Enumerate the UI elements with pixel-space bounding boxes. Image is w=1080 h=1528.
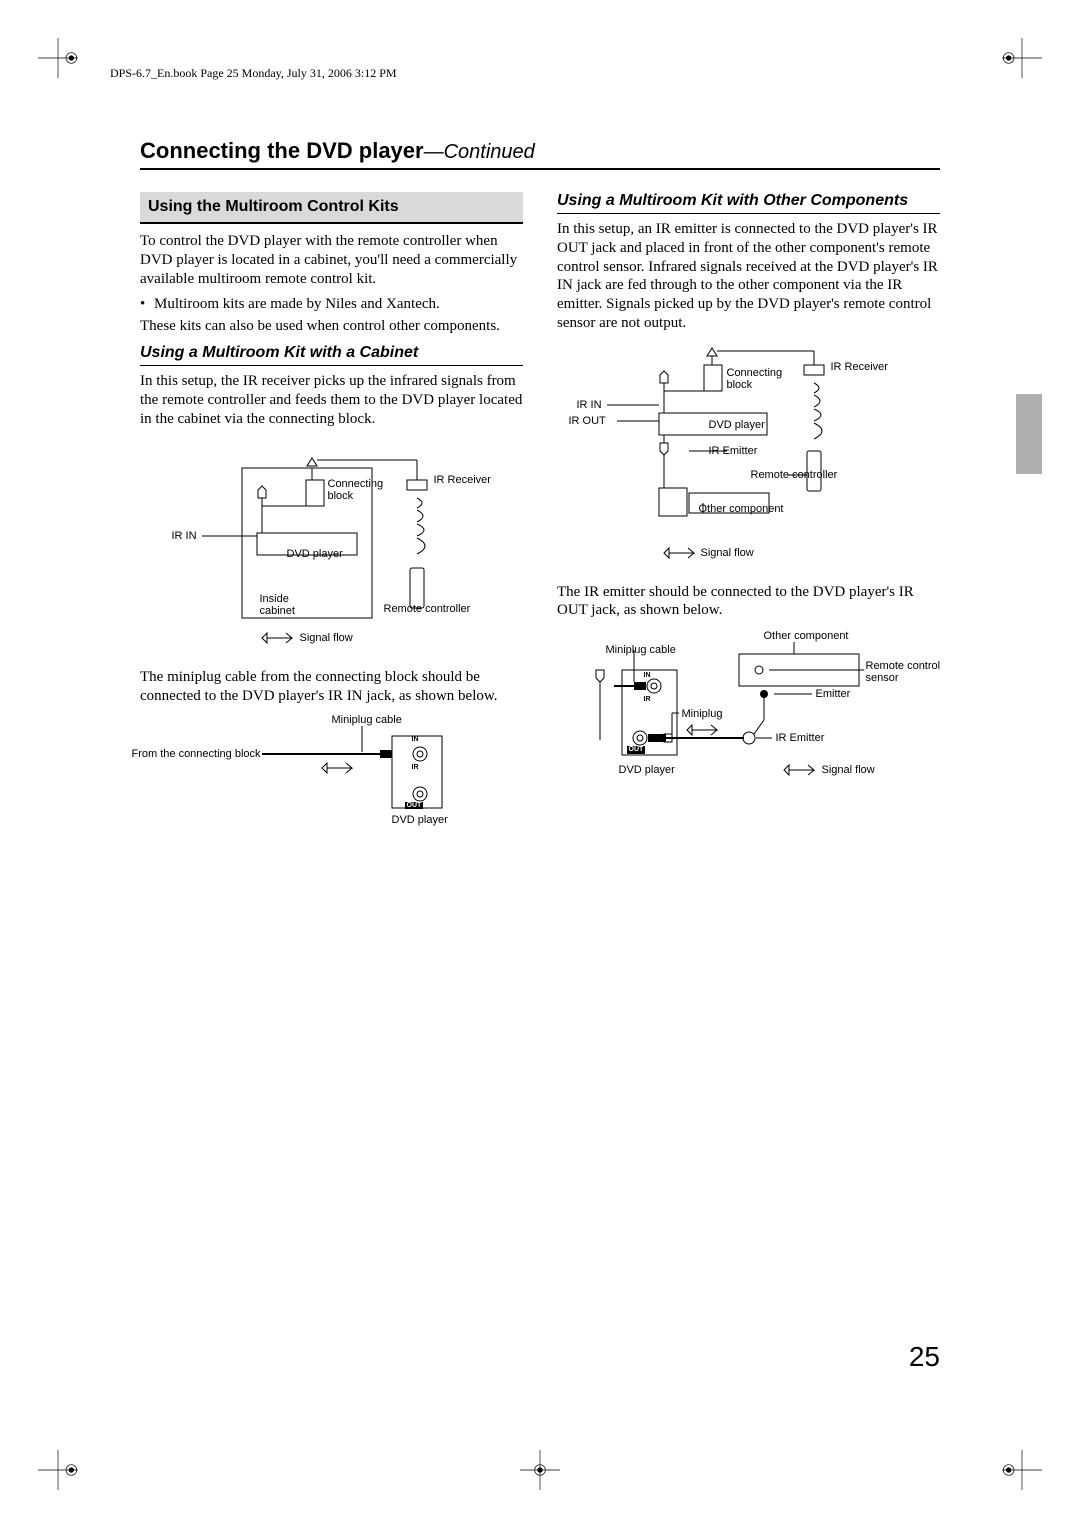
label-ir: IR (412, 764, 419, 772)
diagram-other-components: Connecting block IR Receiver IR IN IR OU… (569, 343, 929, 573)
label-connecting-block: Connecting block (328, 478, 384, 502)
label-miniplug-cable: Miniplug cable (606, 644, 676, 656)
right-column: Using a Multiroom Kit with Other Compone… (557, 192, 940, 846)
label-out: OUT (627, 746, 646, 754)
page-title: Connecting the DVD player—Continued (140, 138, 940, 170)
title-suffix: —Continued (424, 141, 535, 163)
body-text: The miniplug cable from the connecting b… (140, 668, 523, 706)
label-signal-flow: Signal flow (300, 632, 353, 644)
label-dvd-player: DVD player (287, 548, 343, 560)
label-inside-cabinet: Inside cabinet (260, 593, 295, 617)
label-other-component: Other component (764, 630, 849, 642)
label-out: OUT (405, 802, 424, 810)
label-ir-receiver: IR Receiver (434, 474, 491, 486)
label-ir-receiver: IR Receiver (831, 361, 888, 373)
body-text: In this setup, the IR receiver picks up … (140, 372, 523, 428)
page-number: 25 (909, 1341, 940, 1373)
bullet-dot: • (140, 296, 154, 313)
left-column: Using the Multiroom Control Kits To cont… (140, 192, 523, 846)
label-connecting-block: Connecting block (727, 367, 783, 391)
label-signal-flow: Signal flow (822, 764, 875, 776)
bullet-text: Multiroom kits are made by Niles and Xan… (154, 296, 440, 313)
label-ir: IR (644, 696, 651, 704)
label-remote-sensor: Remote control sensor (866, 660, 941, 684)
label-in: IN (644, 672, 651, 680)
label-emitter: Emitter (816, 688, 851, 700)
subsection-heading: Using a Multiroom Kit with a Cabinet (140, 344, 523, 366)
label-ir-emitter: IR Emitter (776, 732, 825, 744)
subsection-heading: Using a Multiroom Kit with Other Compone… (557, 192, 940, 214)
label-miniplug-cable: Miniplug cable (332, 714, 402, 726)
label-dvd-player: DVD player (709, 419, 765, 431)
diagram-emitter-connection: Miniplug cable IN IR OUT Miniplug Other … (564, 630, 934, 800)
title-main: Connecting the DVD player (140, 138, 424, 163)
page-content: Connecting the DVD player—Continued Usin… (140, 138, 940, 846)
label-signal-flow: Signal flow (701, 547, 754, 559)
label-dvd-player: DVD player (619, 764, 675, 776)
side-tab (1016, 394, 1042, 474)
label-ir-in: IR IN (172, 530, 197, 542)
manual-page: DPS-6.7_En.book Page 25 Monday, July 31,… (0, 0, 1080, 1528)
section-heading: Using the Multiroom Control Kits (140, 192, 523, 224)
label-other-component: Other component (699, 503, 784, 515)
label-miniplug: Miniplug (682, 708, 723, 720)
body-text: In this setup, an IR emitter is connecte… (557, 220, 940, 333)
body-text: The IR emitter should be connected to th… (557, 583, 940, 621)
label-ir-emitter: IR Emitter (709, 445, 758, 457)
crop-mark-icon (38, 1450, 78, 1490)
crop-mark-icon (1002, 1450, 1042, 1490)
crop-mark-icon (1002, 38, 1042, 78)
diagram-cabinet: Connecting block IR Receiver IR IN DVD p… (162, 438, 502, 658)
bullet-item: • Multiroom kits are made by Niles and X… (140, 296, 523, 313)
crop-mark-icon (38, 38, 78, 78)
body-text: To control the DVD player with the remot… (140, 232, 523, 288)
label-ir-in: IR IN (577, 399, 602, 411)
label-remote-controller: Remote controller (751, 469, 838, 481)
label-from-block: From the connecting block (132, 748, 260, 760)
diagram-svg (162, 716, 502, 836)
header-path: DPS-6.7_En.book Page 25 Monday, July 31,… (110, 66, 397, 81)
label-in: IN (412, 736, 419, 744)
body-text: These kits can also be used when control… (140, 317, 523, 336)
label-dvd-player: DVD player (392, 814, 448, 826)
label-remote-controller: Remote controller (384, 603, 471, 615)
label-ir-out: IR OUT (569, 415, 606, 427)
crop-mark-icon (520, 1450, 560, 1490)
diagram-miniplug: Miniplug cable From the connecting block… (162, 716, 502, 836)
